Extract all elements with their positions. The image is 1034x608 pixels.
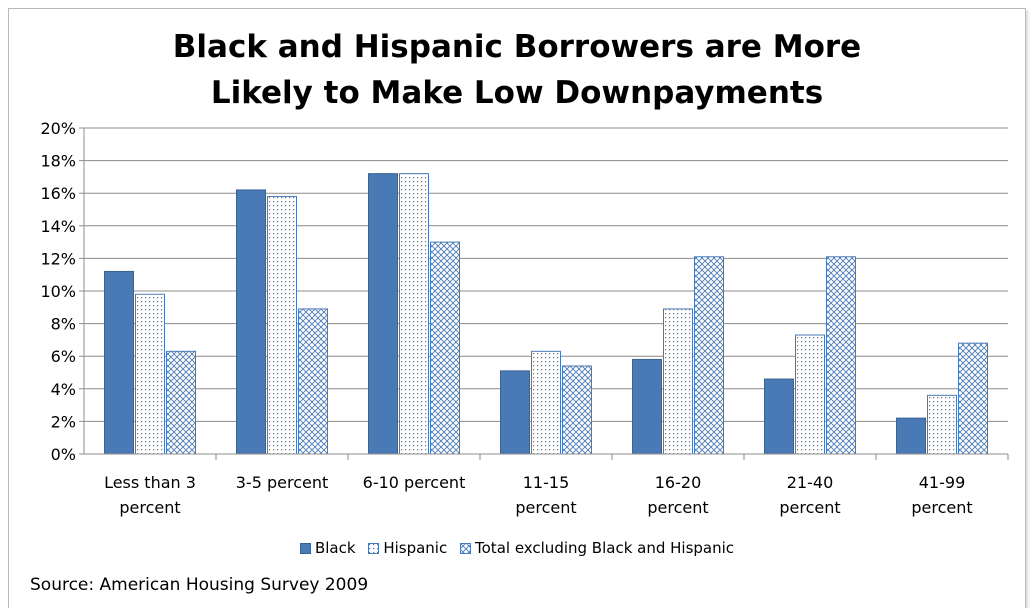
bar-hispanic [927, 394, 957, 455]
bar-total [562, 365, 592, 455]
bar-black [500, 370, 530, 455]
legend-item-hispanic: Hispanic [368, 539, 447, 557]
y-tick-label: 16% [40, 184, 76, 203]
legend-label-hispanic: Hispanic [383, 539, 448, 557]
bar-total [430, 241, 460, 455]
y-tick-label: 2% [51, 412, 76, 431]
chart-title: Black and Hispanic Borrowers are More Li… [172, 29, 862, 111]
x-category-label: 6-10 percent [363, 473, 466, 492]
legend-label-black: Black [314, 539, 356, 557]
bar-black [632, 358, 662, 455]
y-tick-label: 12% [40, 249, 76, 268]
bar-total [958, 342, 988, 455]
y-tick-label: 8% [51, 315, 76, 334]
bar-total [166, 350, 196, 455]
x-category-label: 3-5 percent [236, 473, 329, 492]
y-tick-label: 18% [40, 152, 76, 171]
legend-label-total: Total excluding Black and Hispanic [475, 539, 735, 557]
bar-hispanic [135, 293, 165, 455]
legend-swatch-total [460, 542, 472, 554]
y-tick-label: 14% [40, 217, 76, 236]
x-category-label: 21-40 percent [779, 473, 840, 517]
x-category-label: 41-99 percent [911, 473, 972, 517]
x-category-label: Less than 3 percent [104, 473, 196, 517]
bar-hispanic [663, 308, 693, 455]
x-category-label: 11-15 percent [515, 473, 576, 517]
bar-hispanic [399, 173, 429, 455]
legend-swatch-hispanic [368, 542, 380, 554]
bar-black [764, 378, 794, 455]
bar-hispanic [267, 195, 297, 455]
y-tick-label: 4% [51, 380, 76, 399]
bar-total [298, 308, 328, 455]
legend-item-total: Total excluding Black and Hispanic [460, 539, 734, 557]
x-category-label: 16-20 percent [647, 473, 708, 517]
bar-hispanic [795, 334, 825, 455]
y-tick-label: 0% [51, 445, 76, 464]
legend-item-black: Black [299, 539, 356, 557]
legend: Black Hispanic Total excluding Black and… [0, 539, 1034, 558]
chart-frame [8, 8, 1026, 608]
legend-swatch-black [299, 542, 311, 554]
bar-black [236, 189, 266, 455]
bar-total [826, 256, 856, 455]
y-tick-label: 20% [40, 119, 76, 138]
source-note: Source: American Housing Survey 2009 [30, 575, 369, 595]
bar-hispanic [531, 350, 561, 455]
y-tick-label: 6% [51, 347, 76, 366]
y-tick-label: 10% [40, 282, 76, 301]
bar-total [694, 256, 724, 455]
bar-black [104, 270, 134, 455]
bar-black [896, 417, 926, 455]
bar-black [368, 173, 398, 455]
